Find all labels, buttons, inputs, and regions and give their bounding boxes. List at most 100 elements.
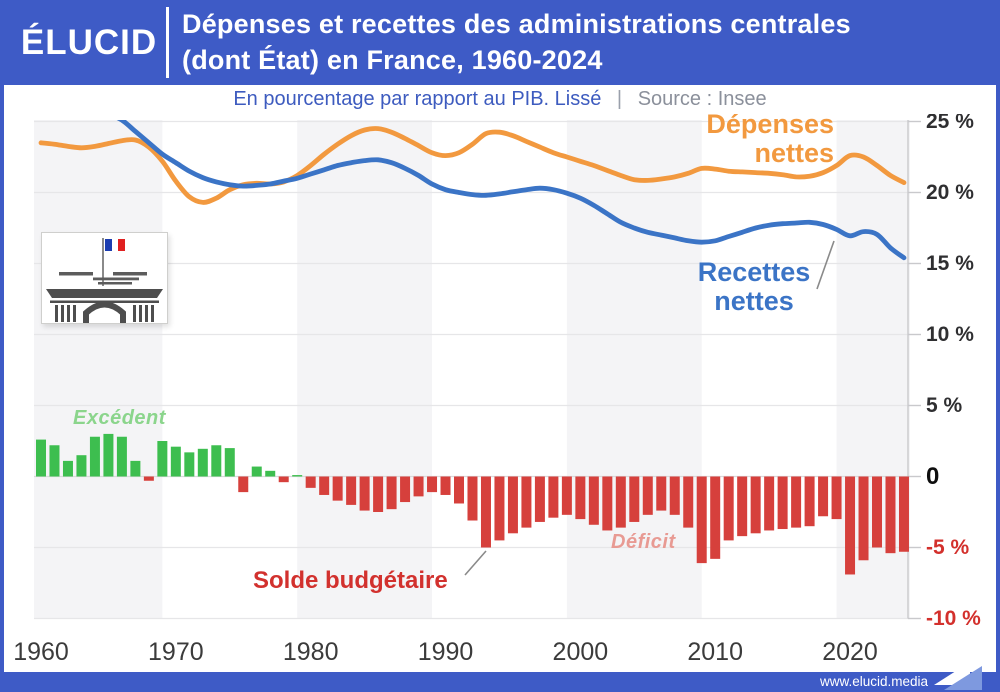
y-tick-label: 0: [926, 462, 940, 490]
bar-1993: [480, 476, 491, 548]
title-line-1: Dépenses et recettes des administrations…: [182, 9, 851, 39]
bar-1962: [62, 460, 73, 477]
frame-left: [0, 0, 4, 692]
bar-1968: [143, 476, 154, 481]
bar-1998: [548, 476, 559, 518]
x-tick-label: 1960: [13, 638, 69, 666]
subtitle-separator: |: [616, 88, 623, 110]
elucid-arrow-icon: [934, 662, 982, 690]
elucid-logo: ÉLUCID: [20, 23, 158, 62]
bar-2003: [615, 476, 626, 528]
bar-1991: [454, 476, 465, 504]
bar-1985: [373, 476, 384, 512]
assembly-illustration: [41, 232, 168, 324]
bar-1973: [211, 445, 222, 477]
bar-2022: [872, 476, 883, 548]
bar-1963: [76, 455, 87, 477]
y-tick-label: 25 %: [926, 109, 974, 133]
assembly-drawing: [46, 238, 163, 323]
bar-1989: [427, 476, 438, 493]
y-tick-label: 20 %: [926, 180, 974, 204]
bar-1971: [184, 452, 195, 477]
bar-2007: [669, 476, 680, 515]
bar-2016: [791, 476, 802, 528]
bar-2021: [858, 476, 869, 561]
footer-url: www.elucid.media: [819, 674, 928, 689]
bar-1978: [278, 476, 289, 483]
source-text: Source : Insee: [637, 88, 767, 110]
y-tick-label: 10 %: [926, 322, 974, 346]
page-title: Dépenses et recettes des administrations…: [182, 6, 992, 78]
bar-1965: [103, 433, 114, 477]
bar-2008: [683, 476, 694, 528]
y-tick-label: 15 %: [926, 251, 974, 275]
bar-2014: [764, 476, 775, 531]
bar-1995: [507, 476, 518, 534]
bar-1990: [440, 476, 451, 495]
bar-1967: [130, 460, 141, 477]
bar-1986: [386, 476, 397, 510]
bar-1994: [494, 476, 505, 541]
bar-1984: [359, 476, 370, 511]
budget-balance-label: Solde budgétaire: [253, 567, 448, 594]
bar-2017: [804, 476, 815, 527]
bar-1992: [467, 476, 478, 521]
bar-2019: [831, 476, 842, 520]
surplus-label: Excédent: [73, 407, 166, 429]
deficit-label: Déficit: [611, 531, 676, 553]
footer-bar: www.elucid.media: [0, 672, 1000, 692]
bar-2024: [898, 476, 909, 552]
bar-1981: [319, 476, 330, 495]
x-tick-label: 1980: [282, 638, 339, 666]
balance-connector: [464, 550, 487, 576]
bar-1996: [521, 476, 532, 528]
bar-2006: [656, 476, 667, 511]
bar-2018: [818, 476, 829, 517]
french-flag-blue: [105, 239, 112, 251]
bar-1987: [400, 476, 411, 503]
bar-2002: [602, 476, 613, 531]
bar-2001: [588, 476, 599, 525]
header-bar: ÉLUCID Dépenses et recettes des administ…: [0, 0, 1000, 85]
bar-1977: [265, 470, 276, 477]
frame-right: [996, 0, 1000, 692]
bar-1997: [534, 476, 545, 522]
bar-1980: [305, 476, 316, 488]
bar-2020: [845, 476, 856, 575]
header-divider: [166, 7, 169, 78]
x-tick-label: 1970: [148, 638, 204, 666]
x-tick-label: 2000: [552, 638, 609, 666]
bar-2013: [750, 476, 761, 534]
bar-1983: [346, 476, 357, 505]
bar-1982: [332, 476, 343, 501]
bar-2015: [777, 476, 788, 530]
bar-1999: [561, 476, 572, 515]
bar-2012: [737, 476, 748, 537]
y-tick-label: -10 %: [926, 606, 981, 630]
bar-1975: [238, 476, 249, 493]
bar-2023: [885, 476, 896, 554]
subtitle-text: En pourcentage par rapport au PIB. Lissé: [233, 88, 602, 110]
bar-1970: [170, 446, 181, 477]
bar-1964: [89, 436, 100, 477]
bar-1974: [224, 448, 235, 477]
bar-1979: [292, 475, 303, 477]
bar-2000: [575, 476, 586, 520]
y-tick-label: -5 %: [926, 535, 970, 559]
bar-1988: [413, 476, 424, 497]
x-tick-label: 2020: [822, 638, 878, 666]
bar-1966: [116, 436, 127, 477]
bar-1960: [36, 439, 46, 477]
bar-1976: [251, 466, 262, 477]
y-tick-label: 5 %: [926, 393, 963, 417]
bar-1972: [197, 448, 208, 477]
bar-2004: [629, 476, 640, 522]
bar-2005: [642, 476, 653, 515]
bar-1969: [157, 441, 168, 477]
x-tick-label: 2010: [687, 638, 743, 666]
bar-1961: [49, 445, 60, 477]
title-line-2: (dont État) en France, 1960-2024: [182, 45, 603, 75]
chart-subtitle: En pourcentage par rapport au PIB. Lissé…: [4, 85, 996, 114]
bar-2011: [723, 476, 734, 541]
